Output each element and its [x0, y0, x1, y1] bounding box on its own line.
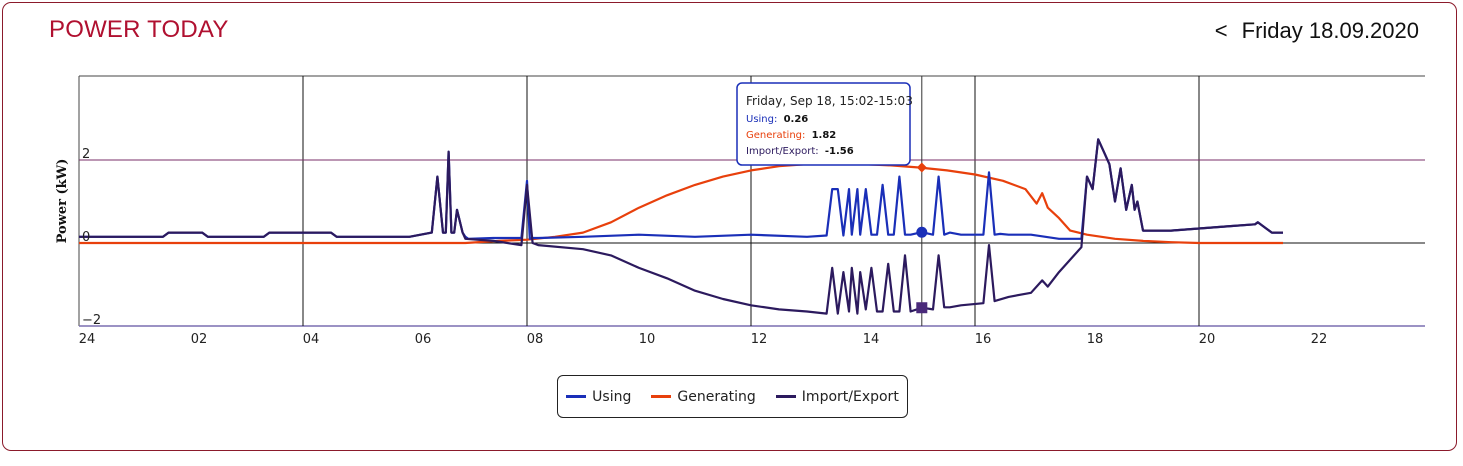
x-tick-label: 16	[975, 332, 992, 347]
legend-swatch-generating	[651, 395, 672, 398]
x-tick-label: 20	[1199, 332, 1216, 347]
chart-markers	[916, 162, 928, 314]
x-tick-label: 18	[1087, 332, 1104, 347]
legend-item-import-export[interactable]: Import/Export	[775, 388, 899, 405]
tooltip-using: Using: 0.26	[746, 114, 808, 125]
chart-series	[79, 138, 1283, 315]
x-tick-label: 22	[1311, 332, 1328, 347]
current-date: Friday 18.09.2020	[1241, 18, 1419, 43]
x-tick-label: 12	[751, 332, 768, 347]
x-tick-label: 06	[415, 332, 432, 347]
legend-item-using[interactable]: Using	[566, 389, 631, 405]
tooltip-using-label: Using:	[746, 114, 777, 125]
tooltip-time: Friday, Sep 18, 15:02-15:03	[746, 94, 913, 108]
legend-label-import-export: Import/Export	[801, 388, 899, 405]
page-title: POWER TODAY	[49, 16, 229, 43]
x-tick-label: 14	[863, 332, 880, 347]
x-tick-label: 04	[303, 332, 320, 347]
series-line-generating	[79, 162, 1283, 245]
x-tick-label: 10	[639, 332, 656, 347]
using-hover-marker	[916, 226, 928, 238]
tooltip-generating-value: 1.82	[812, 130, 837, 141]
legend-swatch-using	[566, 395, 587, 398]
legend-item-generating[interactable]: Generating	[651, 388, 756, 405]
series-line-import-export	[79, 138, 1283, 315]
y-tick-label: 0	[82, 230, 90, 245]
chart-legend: Using Generating Import/Export	[557, 375, 908, 418]
import-export-hover-marker	[916, 302, 928, 314]
legend-label-using: Using	[592, 388, 632, 405]
tooltip-box	[736, 82, 911, 166]
x-tick-label: 24	[79, 332, 96, 347]
y-axis-label: Power (kW)	[55, 159, 70, 244]
generating-hover-marker	[916, 162, 927, 173]
tooltip-using-value: 0.26	[784, 114, 809, 125]
legend-swatch-import-export	[775, 395, 796, 398]
chart-tooltip: Friday, Sep 18, 15:02-15:03 Using: 0.26 …	[736, 82, 913, 166]
tooltip-import-value: -1.56	[825, 146, 854, 157]
y-tick-label: 2	[82, 147, 90, 162]
previous-day-button[interactable]: <	[1214, 18, 1228, 43]
y-tick-label: −2	[82, 313, 101, 328]
tooltip-generating-label: Generating:	[746, 130, 805, 141]
tooltip-import-label: Import/Export:	[746, 146, 819, 157]
tooltip-import: Import/Export: -1.56	[746, 146, 854, 157]
x-tick-label: 02	[191, 332, 208, 347]
legend-label-generating: Generating	[677, 388, 756, 405]
tooltip-generating: Generating: 1.82	[746, 130, 836, 141]
x-tick-label: 08	[527, 332, 544, 347]
date-navigation: < Friday 18.09.2020	[1215, 18, 1419, 44]
